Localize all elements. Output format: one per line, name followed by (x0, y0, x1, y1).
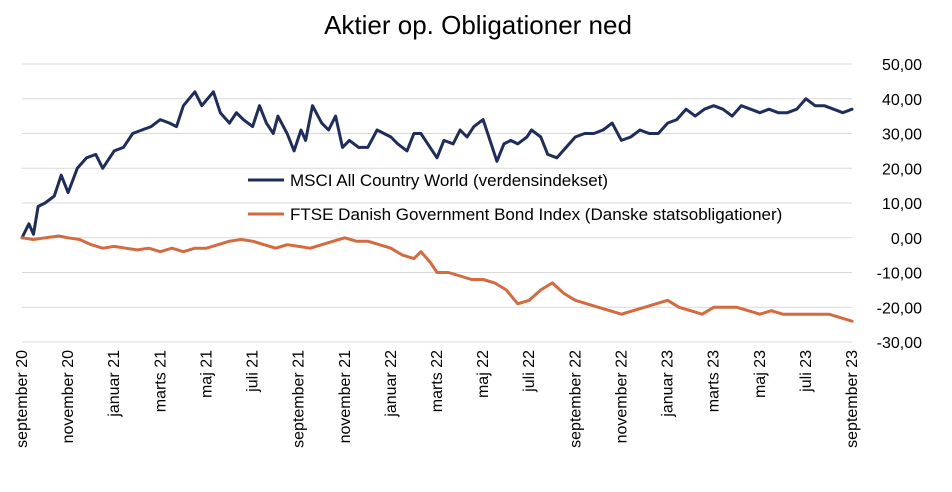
x-tick-label: november 21 (337, 350, 354, 443)
x-tick-label: marts 22 (429, 350, 446, 412)
x-tick-label: marts 23 (706, 350, 723, 412)
x-tick-label: juli 22 (521, 350, 538, 393)
y-tick-label: 0,00 (891, 231, 922, 248)
x-tick-label: januar 23 (660, 350, 677, 418)
y-tick-label: 20,00 (882, 161, 922, 178)
x-tick-label: maj 21 (198, 350, 215, 398)
legend-label: FTSE Danish Government Bond Index (Dansk… (290, 205, 782, 224)
x-tick-label: maj 22 (475, 350, 492, 398)
x-tick-label: september 22 (567, 350, 584, 448)
x-tick-label: november 20 (60, 350, 77, 443)
y-tick-label: 40,00 (882, 92, 922, 109)
legend-label: MSCI All Country World (verdensindekset) (290, 171, 608, 190)
x-tick-label: juli 23 (798, 350, 815, 393)
legend: MSCI All Country World (verdensindekset)… (248, 171, 782, 224)
x-tick-label: september 20 (14, 350, 31, 448)
y-tick-label: -10,00 (877, 266, 922, 283)
y-tick-label: 30,00 (882, 127, 922, 144)
y-tick-label: 10,00 (882, 196, 922, 213)
y-tick-label: -20,00 (877, 300, 922, 317)
y-tick-label: 50,00 (882, 57, 922, 74)
x-axis: september 20 november 20 januar 21 marts 21… (14, 350, 861, 448)
x-tick-label: januar 22 (383, 350, 400, 418)
series-line (20, 234, 854, 323)
y-tick-label: -30,00 (877, 335, 922, 352)
x-tick-label: september 23 (844, 350, 861, 448)
x-tick-label: maj 23 (752, 350, 769, 398)
x-tick-label: januar 21 (106, 350, 123, 418)
chart-title: Aktier op. Obligationer ned (324, 10, 632, 40)
y-axis: 50,00 40,00 30,00 20,00 10,00 0,00 -10,00 -20,0… (877, 57, 922, 352)
series-lines (20, 90, 854, 323)
x-tick-label: september 21 (291, 350, 308, 448)
gridlines (22, 63, 852, 343)
x-tick-label: november 22 (613, 350, 630, 443)
x-tick-label: marts 21 (152, 350, 169, 412)
x-tick-label: juli 21 (245, 350, 262, 393)
series-line (20, 90, 854, 240)
